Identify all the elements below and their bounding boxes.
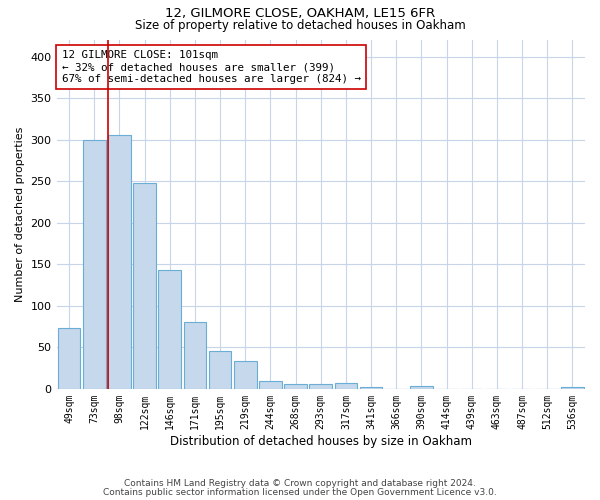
Bar bbox=[83, 140, 106, 389]
X-axis label: Distribution of detached houses by size in Oakham: Distribution of detached houses by size … bbox=[170, 434, 472, 448]
Bar bbox=[561, 387, 584, 389]
Text: 12, GILMORE CLOSE, OAKHAM, LE15 6FR: 12, GILMORE CLOSE, OAKHAM, LE15 6FR bbox=[165, 8, 435, 20]
Bar bbox=[310, 384, 332, 389]
Text: Contains HM Land Registry data © Crown copyright and database right 2024.: Contains HM Land Registry data © Crown c… bbox=[124, 479, 476, 488]
Bar bbox=[284, 384, 307, 389]
Bar bbox=[360, 387, 382, 389]
Bar bbox=[108, 134, 131, 389]
Bar bbox=[234, 362, 257, 389]
Bar bbox=[259, 382, 282, 389]
Bar bbox=[58, 328, 80, 389]
Bar bbox=[410, 386, 433, 389]
Text: Contains public sector information licensed under the Open Government Licence v3: Contains public sector information licen… bbox=[103, 488, 497, 497]
Bar bbox=[335, 383, 357, 389]
Bar bbox=[184, 322, 206, 389]
Y-axis label: Number of detached properties: Number of detached properties bbox=[15, 126, 25, 302]
Text: Size of property relative to detached houses in Oakham: Size of property relative to detached ho… bbox=[134, 18, 466, 32]
Bar bbox=[133, 183, 156, 389]
Bar bbox=[209, 350, 232, 389]
Bar bbox=[158, 270, 181, 389]
Text: 12 GILMORE CLOSE: 101sqm
← 32% of detached houses are smaller (399)
67% of semi-: 12 GILMORE CLOSE: 101sqm ← 32% of detach… bbox=[62, 50, 361, 84]
